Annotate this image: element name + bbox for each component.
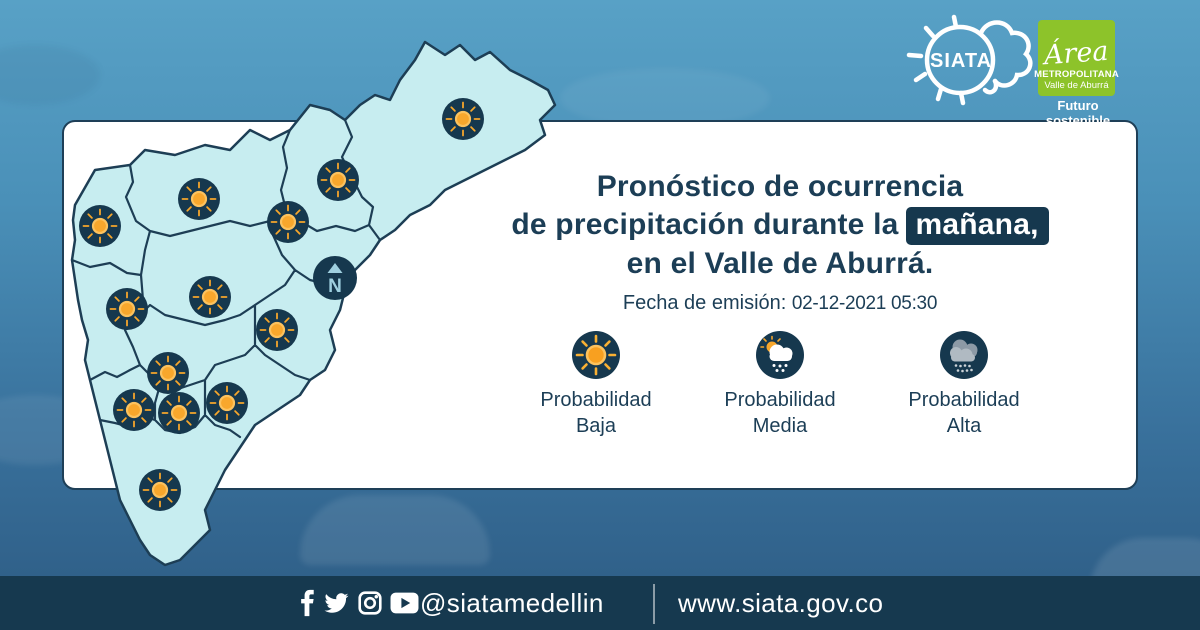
- title-block: Pronóstico de ocurrencia de precipitació…: [430, 168, 1130, 315]
- emission-date-label: Fecha de emisión:: [622, 292, 787, 314]
- forecast-sun-icon: [77, 203, 123, 249]
- emission-date-row: Fecha de emisión: 02-12-2021 05:30: [430, 292, 1130, 315]
- instagram-icon[interactable]: [357, 590, 383, 616]
- cloud-rain-icon: [940, 331, 988, 379]
- forecast-sun-icon: [254, 307, 300, 353]
- title-line2-prefix: de precipitación durante la: [511, 208, 899, 241]
- forecast-sun-icon: [315, 157, 361, 203]
- social-icons: [300, 576, 419, 630]
- page-title: Pronóstico de ocurrencia de precipitació…: [430, 168, 1130, 283]
- forecast-sun-icon: [156, 390, 202, 436]
- website-link[interactable]: www.siata.gov.co: [678, 587, 884, 618]
- footer-bar: @siatamedellin www.siata.gov.co: [0, 576, 1200, 630]
- emission-date-value: 02-12-2021 05:30: [791, 293, 938, 314]
- title-line2: de precipitación durante la mañana,: [430, 206, 1130, 245]
- area-metropolitana-logo: Área METROPOLITANA Valle de Aburrá: [1034, 20, 1119, 96]
- area-logo-line2: Valle de Aburrá: [1044, 80, 1109, 91]
- forecast-sun-icon: [440, 96, 486, 142]
- forecast-sun-icon: [137, 467, 183, 513]
- cloud-shape: [560, 68, 770, 128]
- title-line3: en el Valle de Aburrá.: [626, 247, 934, 280]
- facebook-icon[interactable]: [300, 589, 316, 617]
- title-line1: Pronóstico de ocurrencia: [596, 170, 964, 203]
- forecast-sun-icon: [187, 274, 233, 320]
- title-highlight-badge: mañana,: [905, 207, 1049, 245]
- area-logo-tagline: Futuro sostenible: [1045, 98, 1111, 128]
- cloud-outline-icon: [978, 20, 1033, 88]
- youtube-icon[interactable]: [390, 592, 419, 614]
- legend-label: Probabilidad: [908, 389, 1020, 411]
- cloud-shape: [0, 45, 100, 105]
- legend-level: Alta: [946, 415, 982, 437]
- legend-item-media: Probabilidad Media: [701, 330, 859, 439]
- sun-cloud-rain-icon: [756, 331, 804, 379]
- legend-item-baja: Probabilidad Baja: [517, 330, 675, 439]
- siata-logo-text: SIATA: [930, 50, 992, 72]
- forecast-sun-icon: [104, 286, 150, 332]
- social-handle[interactable]: @siatamedellin: [420, 587, 604, 618]
- north-label: N: [328, 276, 342, 297]
- siata-logo: SIATA: [893, 10, 1043, 114]
- forecast-sun-icon: [145, 350, 191, 396]
- cloud-shape: [300, 495, 490, 565]
- footer-divider: [653, 584, 655, 624]
- forecast-sun-icon: [111, 387, 157, 433]
- legend-label: Probabilidad: [724, 389, 836, 411]
- valley-outline: [70, 40, 557, 567]
- legend-label: Probabilidad: [540, 389, 652, 411]
- aburra-valley-map: N: [55, 32, 570, 567]
- legend-item-alta: Probabilidad Alta: [885, 330, 1043, 439]
- forecast-sun-icon: [204, 380, 250, 426]
- forecast-sun-icon: [265, 199, 311, 245]
- forecast-sun-icon: [176, 176, 222, 222]
- legend-level: Baja: [575, 415, 616, 437]
- sun-icon: [572, 331, 620, 379]
- legend-level: Media: [752, 415, 808, 437]
- probability-legend: Probabilidad Baja Probab: [430, 330, 1130, 439]
- twitter-icon[interactable]: [323, 591, 350, 615]
- area-logo-line1: METROPOLITANA: [1034, 69, 1119, 80]
- north-indicator: N: [313, 256, 357, 300]
- area-logo-script: Área: [1043, 35, 1110, 72]
